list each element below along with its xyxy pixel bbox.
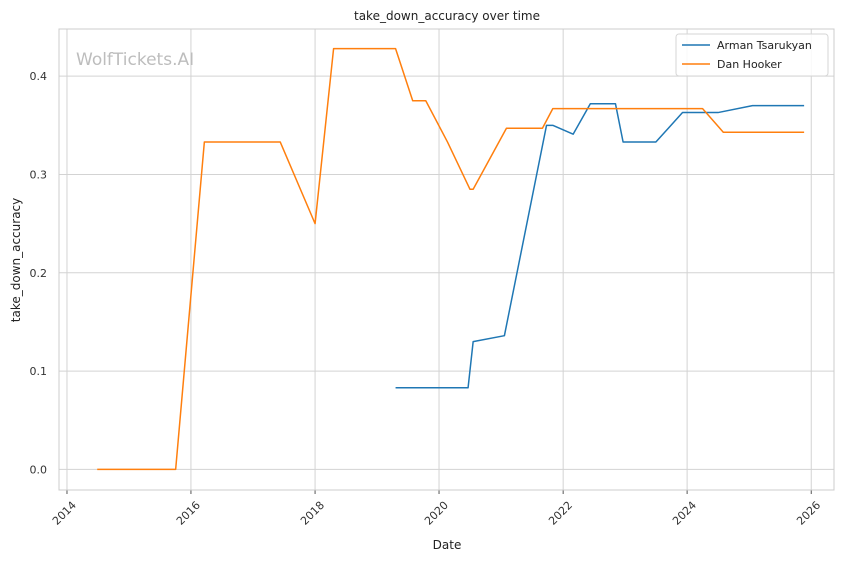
data-point-arman-tsarukyan	[622, 141, 624, 143]
y-axis-label: take_down_accuracy	[9, 198, 23, 322]
watermark: WolfTickets.AI	[76, 50, 194, 70]
data-point-arman-tsarukyan	[615, 103, 617, 105]
data-point-dan-hooker	[175, 469, 177, 471]
y-tick-label: 0.1	[30, 365, 48, 378]
vertical-gridlines	[66, 29, 812, 494]
data-point-arman-tsarukyan	[717, 112, 719, 114]
data-point-dan-hooker	[204, 141, 206, 143]
data-point-arman-tsarukyan	[395, 387, 397, 389]
data-point-arman-tsarukyan	[803, 105, 805, 107]
legend-label-arman-tsarukyan: Arman Tsarukyan	[717, 39, 812, 52]
data-point-dan-hooker	[542, 127, 544, 129]
data-point-dan-hooker	[472, 188, 474, 190]
legend-box	[675, 33, 829, 77]
data-point-dan-hooker	[447, 141, 449, 143]
data-point-arman-tsarukyan	[546, 125, 548, 127]
data-point-dan-hooker	[412, 100, 414, 102]
data-point-dan-hooker	[395, 48, 397, 50]
series-line-dan-hooker	[97, 47, 805, 471]
data-point-arman-tsarukyan	[752, 105, 754, 107]
chart-title: take_down_accuracy over time	[354, 9, 540, 23]
data-point-arman-tsarukyan	[504, 335, 506, 337]
data-point-arman-tsarukyan	[472, 341, 474, 343]
legend: Arman Tsarukyan Dan Hooker	[675, 33, 829, 77]
data-point-arman-tsarukyan	[590, 103, 592, 105]
data-point-arman-tsarukyan	[655, 141, 657, 143]
y-tick-label: 0.4	[30, 70, 48, 83]
plot-frame	[58, 28, 835, 491]
data-point-arman-tsarukyan	[552, 125, 554, 127]
series-dan-hooker	[96, 47, 805, 471]
series-layer	[96, 47, 805, 471]
data-point-dan-hooker	[469, 188, 471, 190]
data-point-dan-hooker	[314, 223, 316, 225]
data-point-arman-tsarukyan	[682, 112, 684, 114]
data-point-dan-hooker	[552, 108, 554, 110]
data-point-dan-hooker	[722, 131, 724, 133]
data-point-arman-tsarukyan	[467, 387, 469, 389]
data-point-arman-tsarukyan	[572, 133, 574, 135]
data-point-dan-hooker	[506, 127, 508, 129]
data-point-dan-hooker	[702, 108, 704, 110]
x-axis-label: Date	[433, 538, 462, 552]
data-point-dan-hooker	[279, 141, 281, 143]
data-point-dan-hooker	[803, 131, 805, 133]
y-tick-label: 0.3	[30, 168, 48, 181]
y-tick-label: 0.2	[30, 267, 48, 280]
y-tick-label: 0.0	[30, 463, 48, 476]
y-tick-labels: 0.0 0.1 0.2 0.3 0.4	[30, 70, 48, 476]
data-point-dan-hooker	[96, 469, 98, 471]
data-point-dan-hooker	[333, 48, 335, 50]
data-point-dan-hooker	[425, 100, 427, 102]
plot-area	[59, 29, 834, 490]
legend-label-dan-hooker: Dan Hooker	[717, 58, 782, 71]
